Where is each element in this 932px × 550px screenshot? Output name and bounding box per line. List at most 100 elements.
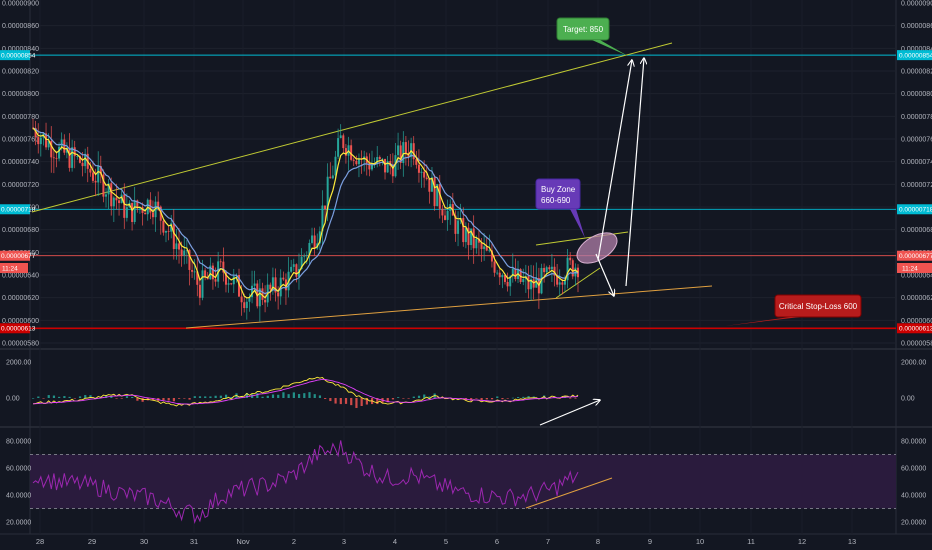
candle-body xyxy=(118,200,121,204)
macd-hist-bar xyxy=(183,398,186,399)
candle-body xyxy=(162,220,165,233)
candle-body xyxy=(303,255,306,257)
candle-body xyxy=(84,153,87,167)
candle-body xyxy=(284,279,287,291)
candle-body xyxy=(493,261,496,273)
time-tick: 12 xyxy=(798,537,806,546)
candle-body xyxy=(563,280,566,285)
target-annotation: Target: 850 xyxy=(556,17,628,56)
price-tick-right: 0.00000900 xyxy=(901,1,932,8)
price-tick-left: 0.00000800 xyxy=(2,91,39,98)
macd-hist-bar xyxy=(480,398,483,401)
macd-hist-bar xyxy=(501,398,504,400)
candle-body xyxy=(553,266,556,276)
candle-body xyxy=(245,301,248,309)
candle-body xyxy=(384,158,387,173)
macd-hist-bar xyxy=(204,396,207,398)
macd-hist-bar xyxy=(94,397,97,399)
macd-hist-bar xyxy=(136,398,139,401)
candle-body xyxy=(535,278,538,288)
price-tick-right: 0.00000640 xyxy=(901,273,932,280)
candle-body xyxy=(511,268,514,277)
candle-body xyxy=(45,133,48,148)
candle-body xyxy=(397,145,400,156)
candle-body xyxy=(258,288,261,307)
macd-hist-bar xyxy=(120,398,123,399)
candle-body xyxy=(60,139,63,147)
rsi-tick-right: 20.0000 xyxy=(901,520,926,527)
candle-body xyxy=(253,283,256,286)
macd-signal-line xyxy=(32,378,579,405)
candle-body xyxy=(277,292,280,297)
candle-body xyxy=(357,158,360,165)
candle-body xyxy=(180,249,183,256)
macd-hist-bar xyxy=(490,398,494,400)
time-tick: 10 xyxy=(696,537,704,546)
rsi-tick-left: 40.0000 xyxy=(6,493,31,500)
macd-hist-bar xyxy=(423,394,426,398)
price-tag-left xyxy=(0,323,30,334)
macd-hist-bar xyxy=(277,394,280,398)
macd-hist-bar xyxy=(360,398,363,407)
candle-body xyxy=(483,246,486,250)
candle-body xyxy=(105,194,108,197)
macd-hist-bar xyxy=(261,396,264,398)
macd-hist-bar xyxy=(110,396,113,398)
macd-tick-left: 2000.00 xyxy=(6,360,31,367)
candle-body xyxy=(219,261,222,263)
candle-body xyxy=(571,260,574,277)
candle-body xyxy=(417,164,420,173)
price-tick-left: 0.00000600 xyxy=(2,318,39,325)
macd-hist-bar xyxy=(240,396,243,398)
candle-body xyxy=(352,159,355,161)
candle-body xyxy=(342,135,345,149)
macd-hist-bar xyxy=(193,396,196,398)
price-tag-left-text: 0.00000613 xyxy=(1,326,36,333)
arrow-target-2 xyxy=(625,58,644,287)
rsi-tick-left: 80.0000 xyxy=(6,439,31,446)
macd-hist-bar xyxy=(198,396,202,398)
candle-body xyxy=(454,215,457,234)
rsi-tick-left: 20.0000 xyxy=(6,520,31,527)
macd-hist-bar xyxy=(517,397,520,398)
price-tag-left xyxy=(0,204,30,215)
candle-body xyxy=(94,180,97,183)
candle-body xyxy=(201,270,204,298)
time-tick: Nov xyxy=(236,537,250,546)
candle-body xyxy=(522,279,525,283)
rsi-tick-left: 60.0000 xyxy=(6,466,31,473)
price-tag-right xyxy=(897,204,932,215)
candle-body xyxy=(470,228,473,246)
candle-body xyxy=(488,250,491,252)
candle-body xyxy=(68,147,71,168)
price-tag-right-text: 0.00000854 xyxy=(899,52,932,59)
macd-hist-bar xyxy=(574,398,577,399)
macd-hist-bar xyxy=(365,398,368,405)
macd-hist-bar xyxy=(251,394,254,398)
price-tick-left: 0.00000580 xyxy=(2,341,39,348)
macd-hist-bar xyxy=(162,398,165,401)
macd-hist-bar xyxy=(485,398,488,400)
candle-body xyxy=(543,267,546,273)
price-tick-left: 0.00000840 xyxy=(2,46,39,53)
candle-body xyxy=(331,175,334,179)
time-tick: 28 xyxy=(36,537,44,546)
candle-body xyxy=(370,164,373,170)
candle-body xyxy=(313,235,316,249)
macd-hist-bar xyxy=(52,395,56,398)
macd-hist-bar xyxy=(412,396,415,398)
candle-body xyxy=(110,183,113,207)
macd-hist-bar xyxy=(167,398,170,401)
candle-body xyxy=(251,285,254,298)
candle-body xyxy=(76,156,79,157)
price-tick-right: 0.00000600 xyxy=(901,318,932,325)
candle-body xyxy=(271,277,274,290)
price-tick-left: 0.00000740 xyxy=(2,159,39,166)
candle-body xyxy=(55,157,58,159)
price-tick-left: 0.00000620 xyxy=(2,295,39,302)
macd-hist-bar xyxy=(344,398,348,404)
candle-body xyxy=(170,223,173,232)
candle-body xyxy=(321,205,324,232)
price-tag-right-text: 0.00000613 xyxy=(899,326,932,333)
macd-hist-bar xyxy=(214,395,217,398)
